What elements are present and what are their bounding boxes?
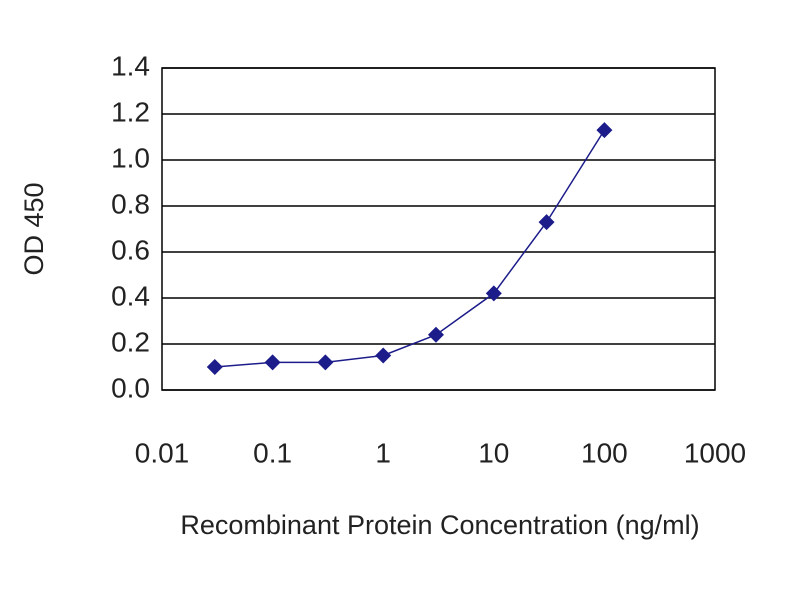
x-tick-label: 10 [478,437,509,468]
data-point [375,347,392,364]
data-point [538,214,555,231]
data-point [427,326,444,343]
x-tick-label: 0.01 [135,437,190,468]
data-point [206,359,223,375]
y-tick-label: 0.8 [111,188,150,219]
x-tick-label: 1000 [684,437,746,468]
x-tick-label: 1 [375,437,391,468]
x-tick-label: 100 [581,437,628,468]
data-point [317,354,334,371]
data-point [485,285,502,302]
y-tick-label: 0.0 [111,372,150,403]
data-point [264,354,281,371]
y-tick-label: 0.2 [111,326,150,357]
y-tick-label: 0.4 [111,280,150,311]
plot-area [161,67,716,391]
y-tick-label: 1.0 [111,142,150,173]
data-point [596,122,613,139]
y-tick-label: 1.2 [111,96,150,127]
x-axis-title: Recombinant Protein Concentration (ng/ml… [180,510,699,540]
y-tick-label: 0.6 [111,234,150,265]
y-axis-title: OD 450 [19,182,49,275]
y-tick-label: 1.4 [111,50,150,81]
x-tick-label: 0.1 [253,437,292,468]
series-line [214,129,606,368]
